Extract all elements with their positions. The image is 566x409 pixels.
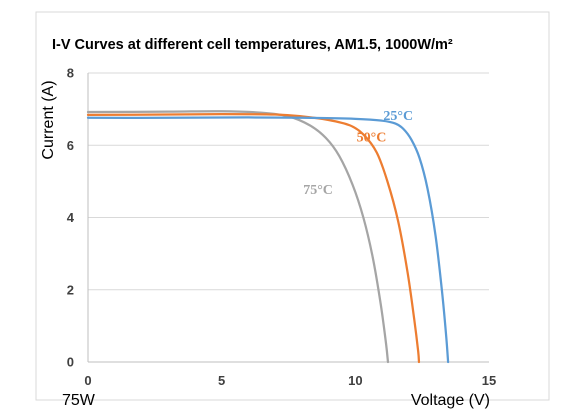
x-tick-label: 0	[84, 373, 91, 388]
footnote-label: 75W	[62, 392, 96, 409]
x-tick-label: 5	[218, 373, 225, 388]
series-labels: 25°C 50°C 75°C	[303, 109, 413, 198]
x-axis-title: Voltage (V)	[411, 392, 490, 409]
y-tick-label: 2	[67, 282, 74, 297]
chart-border	[35, 11, 550, 401]
series-label-2: 75°C	[303, 183, 333, 198]
series-line-1	[86, 113, 421, 364]
series-label-0: 25°C	[383, 109, 413, 124]
y-tick-label: 4	[67, 210, 75, 225]
x-tick-label: 10	[348, 373, 362, 388]
y-tick-label: 8	[67, 66, 74, 81]
y-tick-label: 0	[67, 355, 74, 370]
y-axis-title: Current (A)	[40, 80, 57, 159]
axes	[87, 73, 489, 363]
grid	[88, 72, 489, 291]
series-line-2	[86, 110, 390, 364]
series-line-0	[86, 116, 450, 364]
x-tick-label: 15	[482, 373, 496, 388]
chart-title: I-V Curves at different cell temperature…	[52, 37, 453, 53]
tick-labels: 0 2 4 6 8 0 5 10 15	[67, 66, 496, 389]
series-label-1: 50°C	[357, 131, 387, 146]
series-lines	[86, 110, 450, 364]
y-tick-label: 6	[67, 138, 74, 153]
